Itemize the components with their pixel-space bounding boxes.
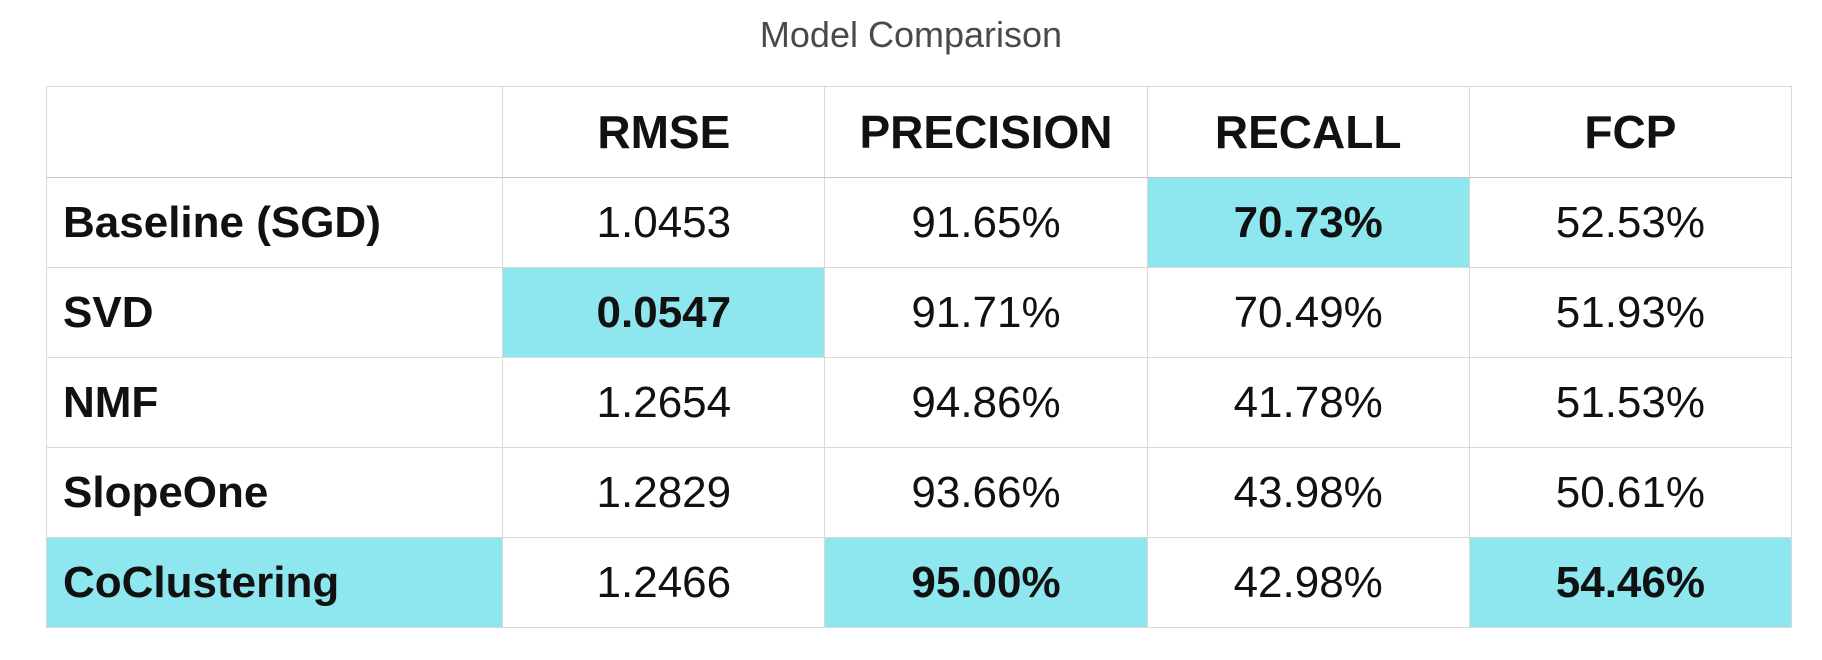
table-cell: 41.78% [1146, 357, 1470, 448]
table-cell: 1.0453 [502, 177, 826, 268]
row-label: CoClustering [45, 537, 504, 628]
table-row: CoClustering 1.2466 95.00% 42.98% 54.46% [45, 537, 1793, 628]
model-comparison-table: RMSE PRECISION RECALL FCP Baseline (SGD)… [45, 86, 1793, 628]
table-cell: 91.65% [824, 177, 1148, 268]
table-cell: 42.98% [1146, 537, 1470, 628]
chart-title: Model Comparison [759, 14, 1063, 55]
row-label: SlopeOne [45, 447, 504, 538]
table-cell: 51.53% [1468, 357, 1793, 448]
row-label: NMF [45, 357, 504, 448]
table-cell: 95.00% [824, 537, 1148, 628]
table-row: NMF 1.2654 94.86% 41.78% 51.53% [45, 357, 1793, 448]
header-cell-recall: RECALL [1146, 86, 1470, 178]
header-cell-precision: PRECISION [824, 86, 1148, 178]
table-body: Baseline (SGD) 1.0453 91.65% 70.73% 52.53% SV… [45, 177, 1793, 628]
table-cell: 1.2654 [502, 357, 826, 448]
table-cell: 54.46% [1468, 537, 1793, 628]
table-cell: 93.66% [824, 447, 1148, 538]
row-label: Baseline (SGD) [45, 177, 504, 268]
table-cell: 1.2829 [502, 447, 826, 538]
table-cell: 94.86% [824, 357, 1148, 448]
header-cell-empty [45, 86, 504, 178]
table-cell: 70.49% [1146, 267, 1470, 358]
table-row: Baseline (SGD) 1.0453 91.65% 70.73% 52.53% [45, 177, 1793, 268]
table-row: SVD 0.0547 91.71% 70.49% 51.93% [45, 267, 1793, 358]
table-cell: 1.2466 [502, 537, 826, 628]
header-cell-fcp: FCP [1468, 86, 1793, 178]
header-row: RMSE PRECISION RECALL FCP [45, 86, 1793, 178]
table-cell: 70.73% [1146, 177, 1470, 268]
row-label: SVD [45, 267, 504, 358]
table-cell: 43.98% [1146, 447, 1470, 538]
header-cell-rmse: RMSE [502, 86, 826, 178]
table-cell: 50.61% [1468, 447, 1793, 538]
table-cell: 0.0547 [502, 267, 826, 358]
table-cell: 91.71% [824, 267, 1148, 358]
table-row: SlopeOne 1.2829 93.66% 43.98% 50.61% [45, 447, 1793, 538]
table-cell: 52.53% [1468, 177, 1793, 268]
table-cell: 51.93% [1468, 267, 1793, 358]
